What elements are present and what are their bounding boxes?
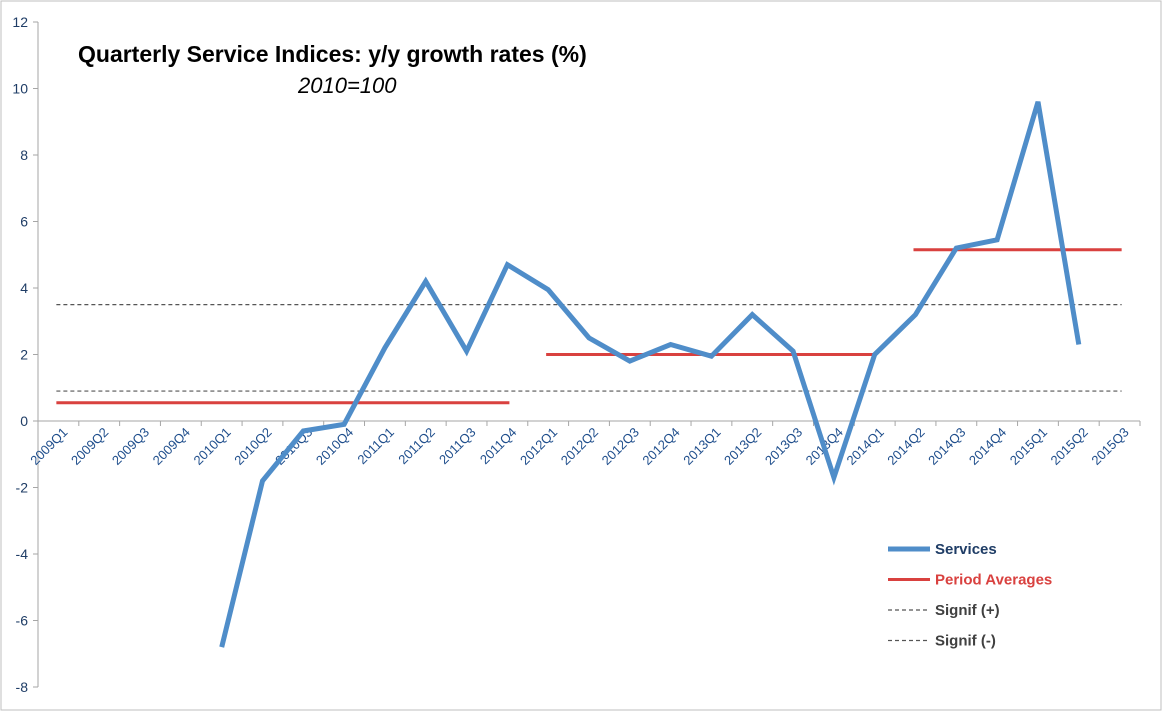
legend: Services Period Averages Signif (+) Signif … — [888, 541, 1052, 650]
legend-label-signif: Signif (+) — [935, 602, 1000, 619]
y-tick-label: -4 — [16, 546, 29, 562]
y-tick-label: -6 — [16, 613, 29, 629]
y-tick-label: 12 — [12, 14, 28, 30]
legend-label-services: Services — [935, 541, 997, 558]
y-tick-label: 4 — [20, 280, 28, 296]
chart-subtitle: 2010=100 — [297, 73, 397, 98]
y-tick-label: -8 — [16, 679, 29, 695]
legend-label-signif: Signif (-) — [935, 633, 996, 650]
legend-label-period-averages: Period Averages — [935, 572, 1052, 589]
chart-title: Quarterly Service Indices: y/y growth ra… — [78, 41, 587, 67]
y-tick-label: -2 — [16, 480, 29, 496]
y-tick-label: 10 — [12, 81, 28, 97]
y-tick-label: 0 — [20, 413, 28, 429]
series-line-services — [219, 101, 1082, 648]
y-tick-label: 8 — [20, 147, 28, 163]
reference-lines — [56, 248, 1122, 405]
y-tick-label: 6 — [20, 214, 28, 230]
series — [219, 101, 1082, 648]
y-tick-label: 2 — [20, 347, 28, 363]
